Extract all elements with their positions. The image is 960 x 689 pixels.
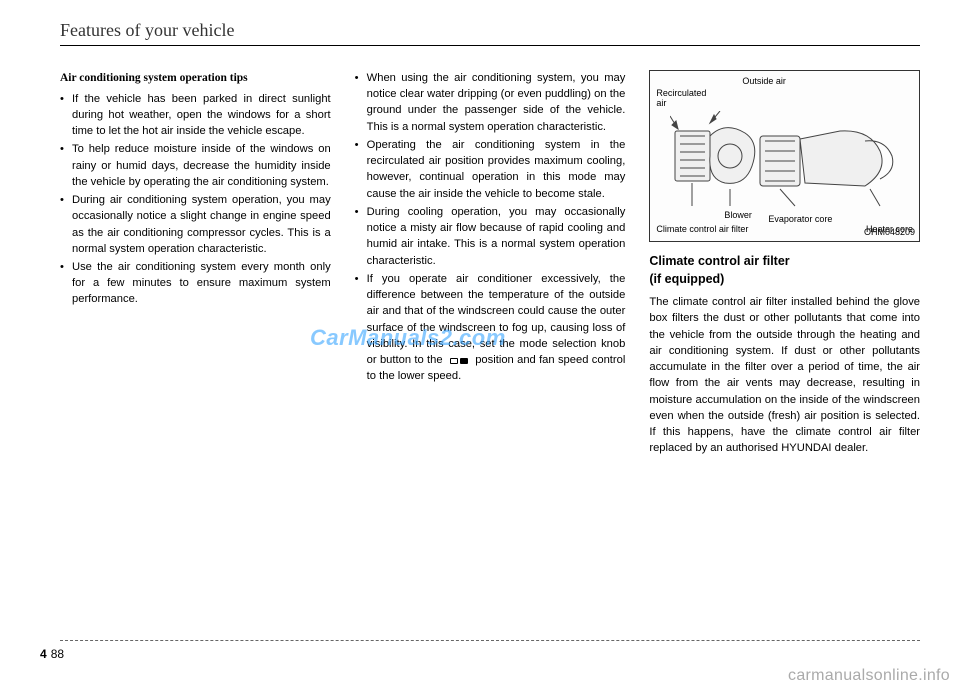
footer-divider: [60, 640, 920, 641]
col1-title: Air conditioning system operation tips: [60, 70, 331, 87]
list-item: If you operate air conditioner excessive…: [355, 271, 626, 385]
col2-last-pre: If you operate air conditioner excessive…: [367, 273, 626, 366]
page-section: 4: [40, 647, 47, 661]
list-item: When using the air conditioning system, …: [355, 70, 626, 135]
page-num-value: 88: [51, 647, 64, 661]
defrost-floor-icon: [448, 355, 470, 365]
list-item: Use the air conditioning system every mo…: [60, 259, 331, 308]
list-item: During cooling operation, you may occasi…: [355, 204, 626, 269]
list-item: Operating the air conditioning system in…: [355, 137, 626, 202]
col3-title-line1: Climate control air filter: [649, 254, 789, 268]
footer-url: carmanualsonline.info: [788, 667, 950, 685]
list-item: To help reduce moisture inside of the wi…: [60, 141, 331, 190]
page-number: 4 88: [40, 647, 64, 661]
label-evap-core: Evaporator core: [768, 213, 832, 226]
col3-title-line2: (if equipped): [649, 272, 724, 286]
column-1: Air conditioning system operation tips I…: [60, 70, 331, 457]
hvac-illustration: [670, 111, 900, 211]
column-3: Outside air Recirculated air Blower Clim…: [649, 70, 920, 457]
airflow-diagram: Outside air Recirculated air Blower Clim…: [649, 70, 920, 242]
content-columns: Air conditioning system operation tips I…: [60, 70, 920, 457]
page-header: Features of your vehicle: [60, 20, 920, 46]
col2-list: When using the air conditioning system, …: [355, 70, 626, 384]
list-item: If the vehicle has been parked in direct…: [60, 91, 331, 140]
label-outside-air: Outside air: [742, 75, 786, 88]
col3-body: The climate control air filter installed…: [649, 294, 920, 456]
list-item: During air conditioning system operation…: [60, 192, 331, 257]
col3-title: Climate control air filter (if equipped): [649, 252, 920, 288]
column-2: When using the air conditioning system, …: [355, 70, 626, 457]
label-recirculated-air: Recirculated air: [656, 89, 716, 109]
figure-code: OHM048209: [864, 226, 915, 239]
label-climate-filter: Climate control air filter: [656, 223, 748, 236]
manual-page: Features of your vehicle Air conditionin…: [0, 0, 960, 689]
col1-list: If the vehicle has been parked in direct…: [60, 91, 331, 308]
